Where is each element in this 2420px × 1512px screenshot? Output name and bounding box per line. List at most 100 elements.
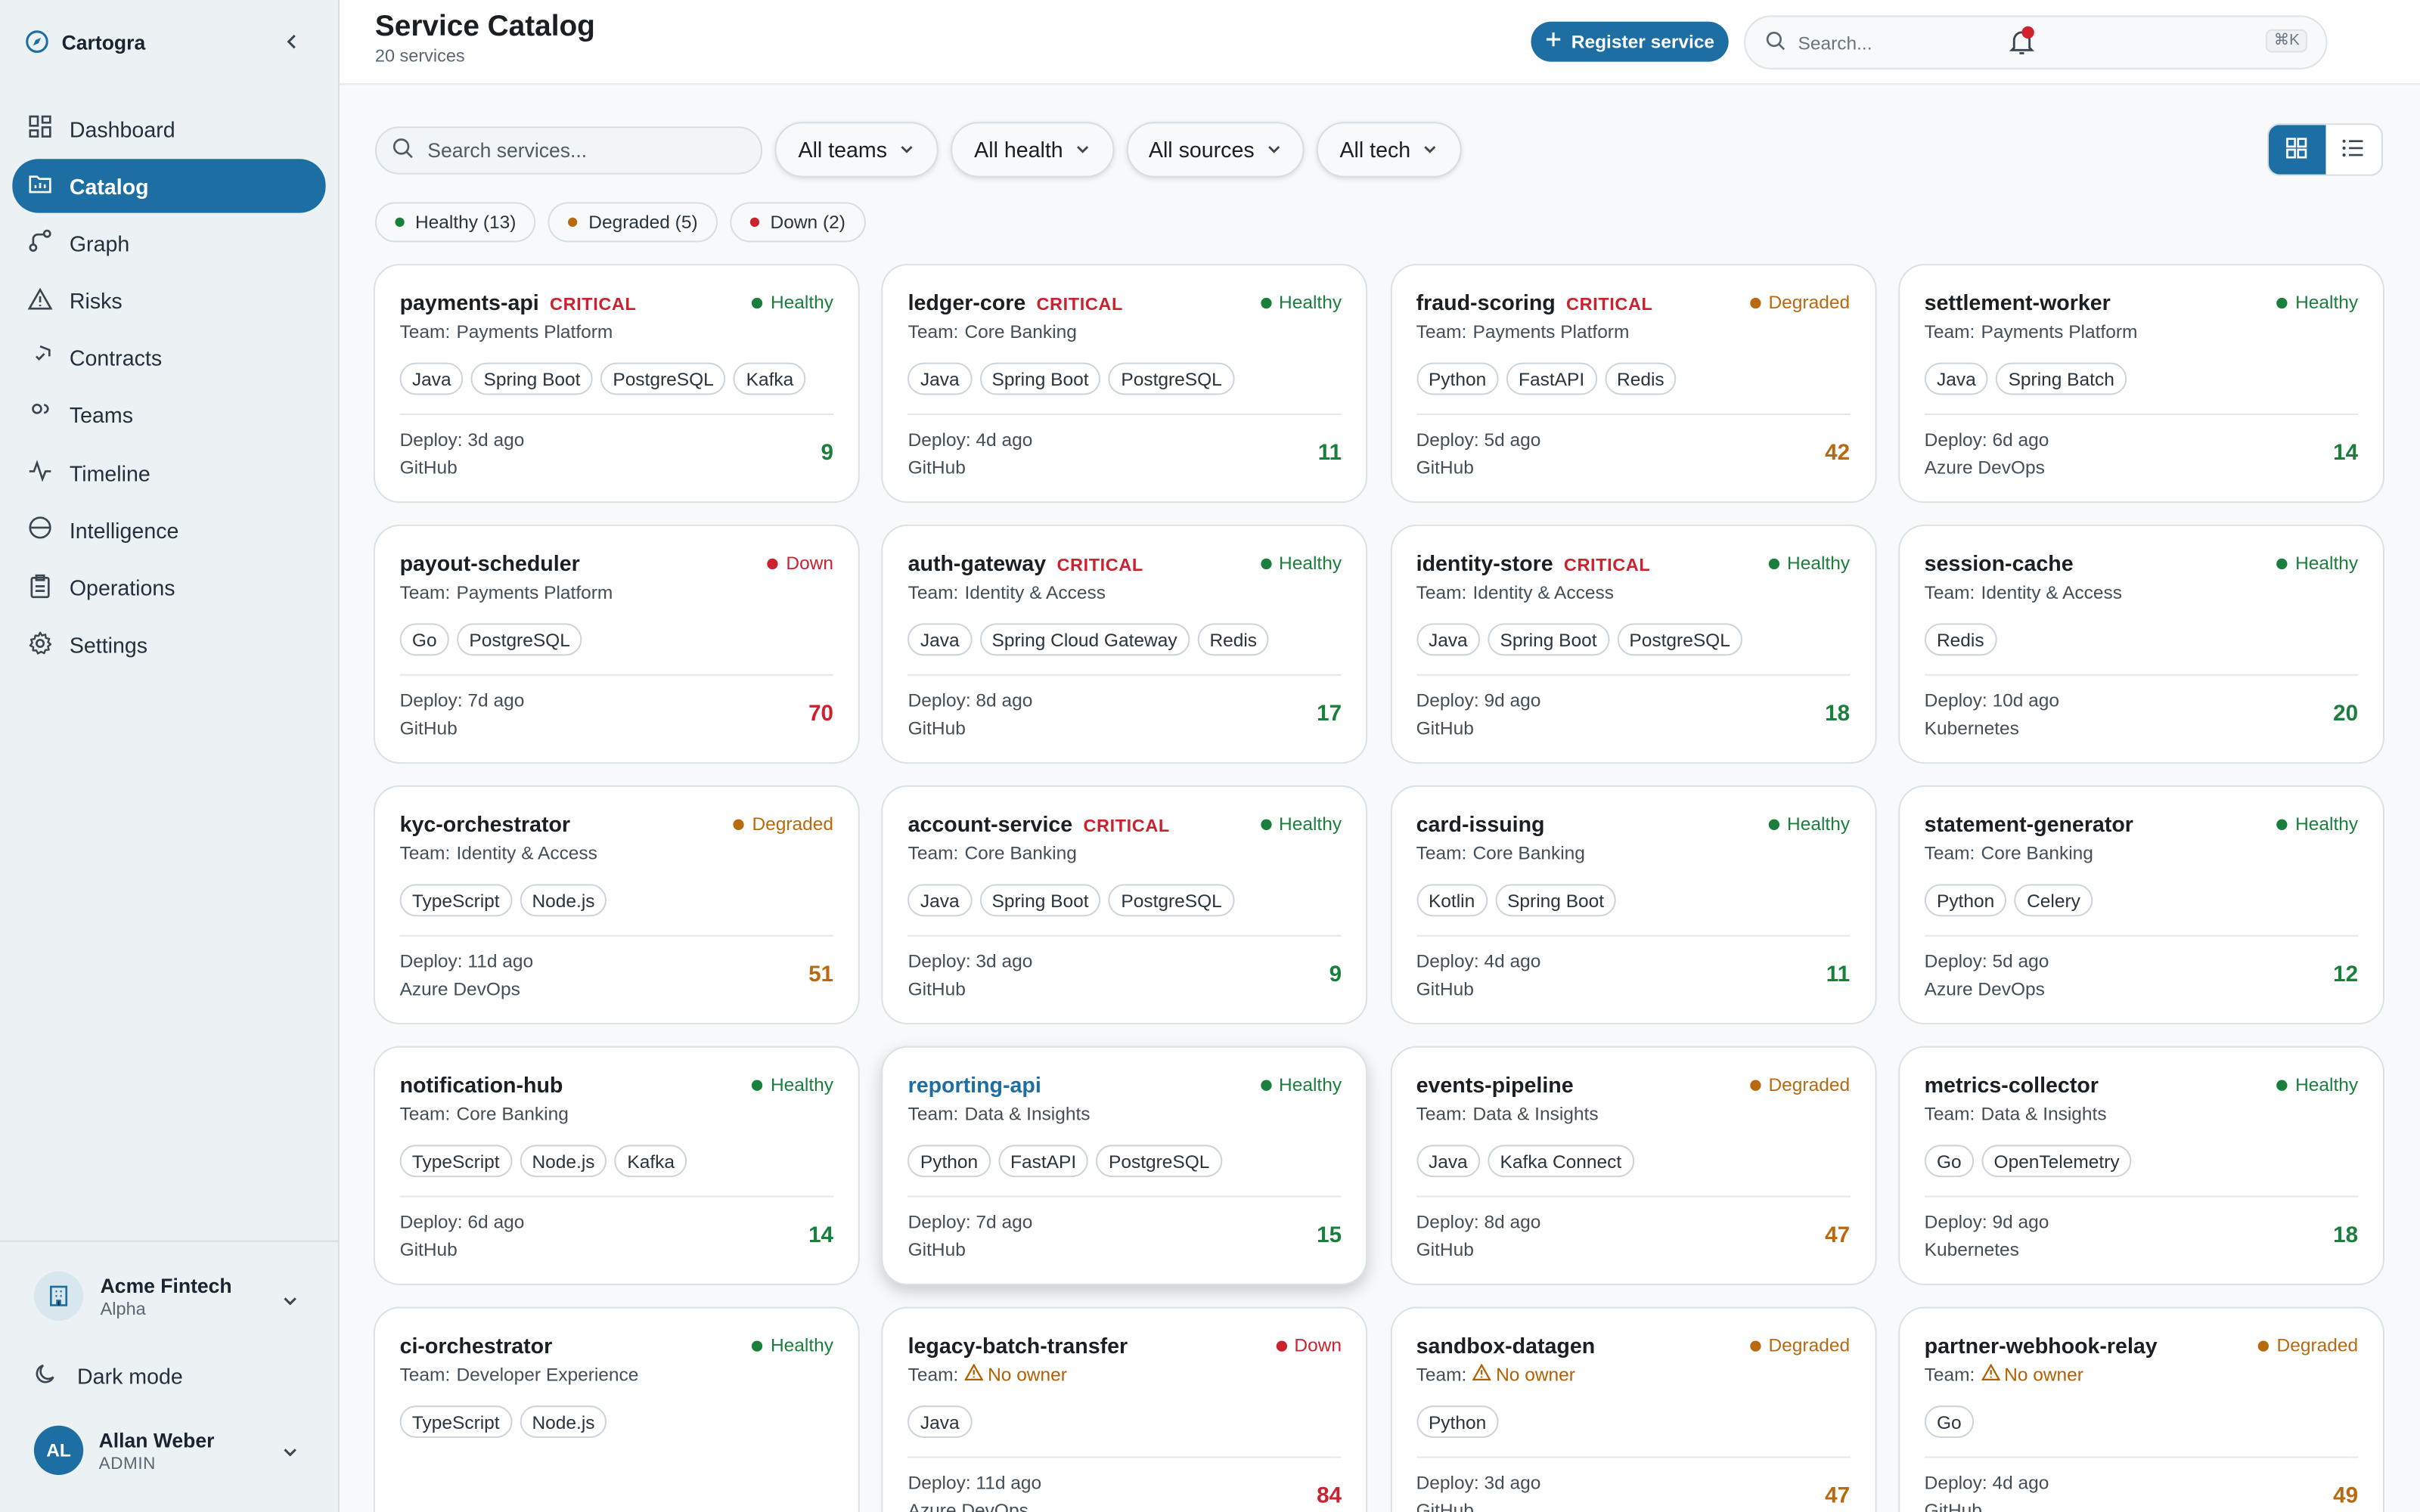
card-divider xyxy=(1924,674,2359,676)
source-info: GitHub xyxy=(1416,1238,1474,1261)
service-card[interactable]: legacy-batch-transfer Down Team: No owner J… xyxy=(881,1306,1368,1512)
health-chip[interactable]: Down (2) xyxy=(730,202,866,243)
sidebar-item-risks[interactable]: Risks xyxy=(12,274,325,327)
service-card[interactable]: card-issuing Healthy Team: Core Banking Kot… xyxy=(1389,785,1876,1025)
tech-tag: Spring Boot xyxy=(471,362,593,395)
service-name[interactable]: auth-gateway xyxy=(908,550,1047,576)
deploy-info: Deploy: 5d ago xyxy=(1416,429,1541,451)
grid-view-button[interactable] xyxy=(2268,125,2325,175)
status-badge: Down xyxy=(767,553,833,574)
register-service-button[interactable]: Register service xyxy=(1531,21,1729,62)
filter-teams[interactable]: All teams xyxy=(774,122,939,178)
sidebar-item-contracts[interactable]: Contracts xyxy=(12,331,325,385)
critical-badge: CRITICAL xyxy=(1056,556,1143,576)
org-switcher[interactable]: Acme Fintech Alpha xyxy=(33,1271,232,1321)
service-name[interactable]: payments-api xyxy=(399,290,539,315)
sidebar-item-graph[interactable]: Graph xyxy=(12,216,325,270)
service-name[interactable]: notification-hub xyxy=(399,1072,563,1098)
team-prefix: Team: xyxy=(399,1103,451,1125)
service-name[interactable]: account-service xyxy=(908,811,1073,837)
status-badge: Healthy xyxy=(2276,553,2358,574)
service-card[interactable]: session-cache Healthy Team: Identity & Acc… xyxy=(1897,524,2384,764)
service-title: ci-orchestrator xyxy=(400,1333,553,1358)
collapse-sidebar-button[interactable] xyxy=(278,28,306,56)
service-card[interactable]: fraud-scoring CRITICAL Degraded Team: Payme… xyxy=(1389,263,1876,503)
tech-tag: Java xyxy=(908,1405,973,1439)
service-name[interactable]: sandbox-datagen xyxy=(1416,1333,1596,1358)
health-chip[interactable]: Degraded (5) xyxy=(548,202,718,243)
deploy-info: Deploy: 11d ago xyxy=(399,950,534,972)
service-card[interactable]: ci-orchestrator Healthy Team: Developer Ex… xyxy=(373,1306,860,1512)
service-name[interactable]: identity-store xyxy=(1416,550,1553,576)
sidebar-item-dashboard[interactable]: Dashboard xyxy=(12,102,325,156)
global-search-input[interactable]: Search... ⌘K xyxy=(1744,15,2328,70)
service-name[interactable]: partner-webhook-relay xyxy=(1924,1333,2158,1358)
status-label: Degraded xyxy=(1768,1334,1851,1356)
sidebar-item-timeline[interactable]: Timeline xyxy=(12,446,325,500)
service-name[interactable]: settlement-worker xyxy=(1924,290,2111,315)
tech-tags: Java Spring Batch xyxy=(1924,362,2127,395)
service-card[interactable]: payout-scheduler Down Team: Payments Platf… xyxy=(373,524,860,764)
service-name[interactable]: session-cache xyxy=(1924,550,2074,576)
tech-tag: PostgreSQL xyxy=(600,362,727,395)
service-name[interactable]: reporting-api xyxy=(908,1072,1041,1098)
service-name[interactable]: statement-generator xyxy=(1924,811,2133,837)
service-card[interactable]: partner-webhook-relay Degraded Team: No ow… xyxy=(1897,1306,2384,1512)
service-card[interactable]: auth-gateway CRITICAL Healthy Team: Identit… xyxy=(881,524,1368,764)
service-name[interactable]: kyc-orchestrator xyxy=(399,811,571,837)
service-card[interactable]: kyc-orchestrator Degraded Team: Identity &… xyxy=(373,785,860,1025)
team-prefix: Team: xyxy=(1924,581,1975,603)
service-name[interactable]: payout-scheduler xyxy=(399,550,580,576)
service-team: Team: Identity & Access xyxy=(1925,581,2122,603)
brand[interactable]: Cartogra xyxy=(25,26,145,57)
health-chip[interactable]: Healthy (13) xyxy=(374,202,536,243)
status-dot xyxy=(733,818,745,829)
shield-icon xyxy=(28,344,53,373)
service-name[interactable]: card-issuing xyxy=(1416,811,1545,837)
service-title: account-service CRITICAL xyxy=(908,811,1170,836)
service-team: Team: Identity & Access xyxy=(400,842,597,864)
service-card[interactable]: notification-hub Healthy Team: Core Bankin… xyxy=(373,1046,860,1285)
service-name[interactable]: metrics-collector xyxy=(1924,1072,2099,1098)
list-view-button[interactable] xyxy=(2325,125,2381,174)
service-name[interactable]: fraud-scoring xyxy=(1416,290,1556,315)
sidebar-item-settings[interactable]: Settings xyxy=(12,618,325,672)
filter-tech[interactable]: All tech xyxy=(1316,122,1462,178)
tech-tag: FastAPI xyxy=(997,1145,1089,1178)
service-card[interactable]: reporting-api Healthy Team: Data & Insight… xyxy=(881,1046,1368,1285)
service-title: statement-generator xyxy=(1925,811,2133,836)
user-menu[interactable]: AL Allan Weber ADMIN xyxy=(33,1425,215,1476)
status-label: Healthy xyxy=(1787,813,1851,835)
graph-icon xyxy=(28,229,53,259)
service-name[interactable]: legacy-batch-transfer xyxy=(908,1333,1128,1358)
filter-sources[interactable]: All sources xyxy=(1126,122,1305,178)
tech-tags: Java Spring Boot PostgreSQL xyxy=(1416,623,1743,656)
service-card[interactable]: sandbox-datagen Degraded Team: No owner Pyt… xyxy=(1389,1306,1876,1512)
sidebar-item-teams[interactable]: Teams xyxy=(12,389,325,442)
service-name[interactable]: events-pipeline xyxy=(1416,1072,1574,1098)
service-team: Team: Data & Insights xyxy=(908,1103,1091,1125)
sidebar-item-intelligence[interactable]: Intelligence xyxy=(12,503,325,557)
service-card[interactable]: payments-api CRITICAL Healthy Team: Payment… xyxy=(373,263,860,503)
service-team: Team: Data & Insights xyxy=(1416,1103,1599,1125)
sidebar-item-catalog[interactable]: Catalog xyxy=(12,159,326,214)
service-name[interactable]: ledger-core xyxy=(908,290,1026,315)
search-icon xyxy=(1766,30,1786,55)
service-search-input[interactable]: Search services... xyxy=(374,126,763,175)
service-card[interactable]: ledger-core CRITICAL Healthy Team: Core Ban… xyxy=(881,263,1368,503)
service-card[interactable]: identity-store CRITICAL Healthy Team: Ident… xyxy=(1389,524,1876,764)
service-card[interactable]: events-pipeline Degraded Team: Data & Insi… xyxy=(1389,1046,1876,1285)
deploy-info: Deploy: 3d ago xyxy=(399,429,525,451)
service-name[interactable]: ci-orchestrator xyxy=(399,1333,553,1358)
service-card[interactable]: account-service CRITICAL Healthy Team: Core… xyxy=(881,785,1368,1025)
service-card[interactable]: statement-generator Healthy Team: Core Ban… xyxy=(1897,785,2384,1025)
service-card[interactable]: metrics-collector Healthy Team: Data & Ins… xyxy=(1897,1046,2384,1285)
dark-mode-toggle[interactable]: Dark mode xyxy=(34,1361,183,1390)
chevron-down-icon[interactable] xyxy=(281,1441,299,1469)
service-title: identity-store CRITICAL xyxy=(1416,551,1651,576)
filter-health[interactable]: All health xyxy=(951,122,1115,178)
status-badge: Healthy xyxy=(2276,1074,2358,1095)
chevron-down-icon[interactable] xyxy=(281,1290,299,1318)
sidebar-item-operations[interactable]: Operations xyxy=(12,561,325,615)
service-card[interactable]: settlement-worker Healthy Team: Payments P… xyxy=(1897,263,2384,503)
